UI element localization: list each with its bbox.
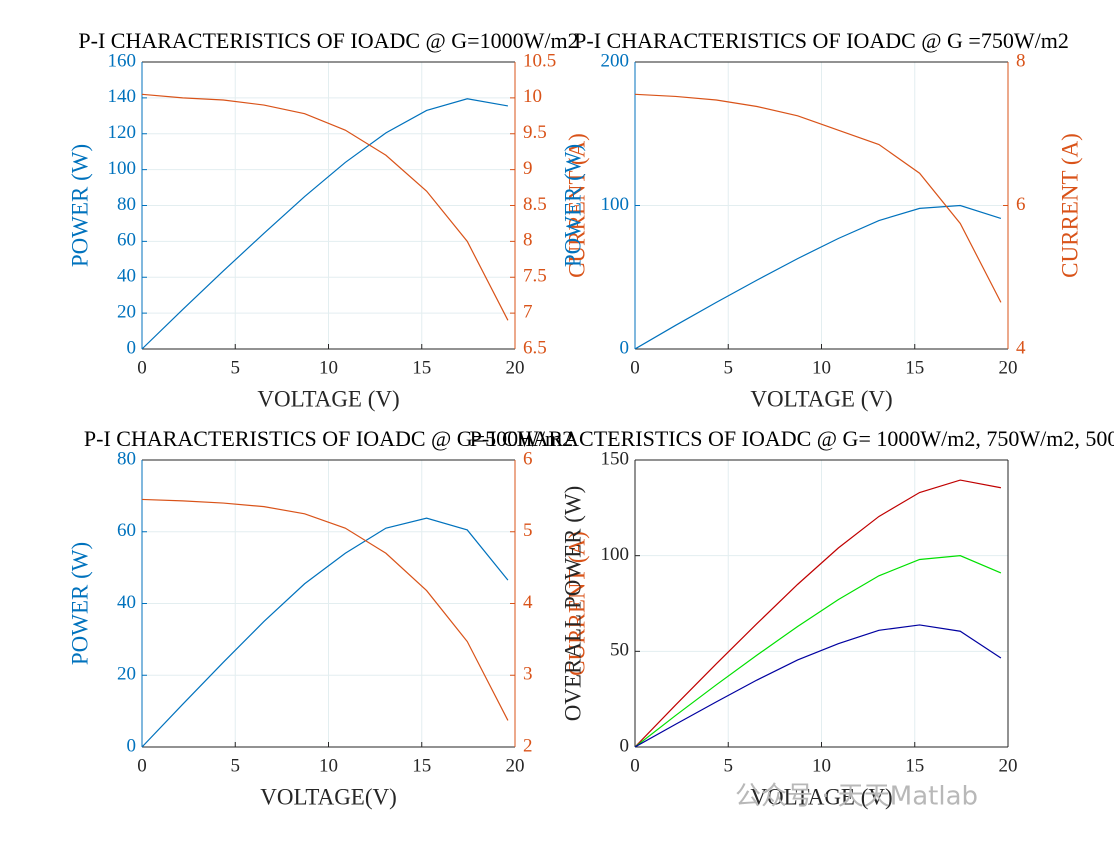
x-tick-label: 10 [812, 357, 831, 378]
series-line [141, 98, 509, 350]
y-axis-label: POWER (W) [560, 144, 585, 267]
series-line [141, 517, 509, 748]
x-tick-label: 10 [812, 755, 831, 776]
x-tick-label: 5 [724, 357, 734, 378]
x-tick-label: 20 [999, 357, 1018, 378]
y-tick-label: 20 [117, 301, 136, 322]
y2-tick-label: 9.5 [523, 122, 547, 143]
y-tick-label: 40 [117, 266, 136, 287]
x-tick-label: 10 [319, 357, 338, 378]
y-tick-label: 20 [117, 664, 136, 685]
y-tick-label: 0 [620, 735, 630, 756]
series-line [141, 93, 509, 321]
y2-tick-label: 6.5 [523, 337, 547, 358]
y-axis-label: OVERALL POWER (W) [560, 486, 585, 722]
chart-title: P-I CHARACTERISTICS OF IOADC @ G =750W/m… [574, 28, 1069, 53]
x-axis-label: VOLTAGE(V) [260, 784, 397, 809]
y2-tick-label: 5 [523, 520, 533, 541]
y-tick-label: 100 [601, 544, 630, 565]
x-tick-label: 15 [905, 755, 924, 776]
watermark: 公众号 · 天天Matlab [735, 782, 978, 812]
x-axis-label: VOLTAGE (V) [750, 784, 892, 809]
series-line [634, 479, 1002, 748]
y-tick-label: 0 [127, 337, 137, 358]
x-tick-label: 0 [137, 755, 147, 776]
y2-tick-label: 10.5 [523, 50, 556, 71]
y2-tick-label: 3 [523, 664, 533, 685]
x-tick-label: 0 [630, 357, 640, 378]
y2-tick-label: 8 [523, 230, 533, 251]
y-tick-label: 0 [620, 337, 630, 358]
x-tick-label: 5 [231, 357, 241, 378]
x-tick-label: 20 [506, 357, 525, 378]
y-tick-label: 60 [117, 520, 136, 541]
y2-tick-label: 7 [523, 301, 533, 322]
x-tick-label: 15 [905, 357, 924, 378]
series-line [634, 555, 1002, 748]
x-axis-label: VOLTAGE (V) [257, 386, 399, 411]
y2-tick-label: 2 [523, 735, 533, 756]
y-tick-label: 200 [601, 50, 630, 71]
y-tick-label: 0 [127, 735, 137, 756]
y-tick-label: 160 [108, 50, 137, 71]
y-tick-label: 80 [117, 194, 136, 215]
y2-tick-label: 6 [523, 448, 533, 469]
x-tick-label: 0 [630, 755, 640, 776]
y2-axis-label: CURRENT (A) [564, 531, 589, 676]
y-tick-label: 80 [117, 448, 136, 469]
y-axis-label: POWER (W) [67, 144, 92, 267]
y2-tick-label: 9 [523, 158, 533, 179]
y-tick-label: 100 [108, 158, 137, 179]
y-tick-label: 100 [601, 194, 630, 215]
chart-title: P-I CHARACTERISTICS OF IOADC @ G=500W/m2 [84, 426, 573, 451]
chart-title: P-I CHARACTERISTICS OF IOADC @ G= 1000W/… [470, 426, 1114, 451]
y2-tick-label: 10 [523, 86, 542, 107]
x-axis-label: VOLTAGE (V) [750, 386, 892, 411]
y2-tick-label: 4 [523, 592, 533, 613]
series-line [141, 498, 509, 721]
x-tick-label: 0 [137, 357, 147, 378]
y-axis-label: POWER (W) [67, 542, 92, 665]
x-tick-label: 5 [231, 755, 241, 776]
y-tick-label: 140 [108, 86, 137, 107]
y-tick-label: 50 [610, 640, 629, 661]
y2-tick-label: 7.5 [523, 266, 547, 287]
y-tick-label: 40 [117, 592, 136, 613]
y2-tick-label: 8 [1016, 50, 1026, 71]
x-tick-label: 20 [506, 755, 525, 776]
series-line [634, 93, 1002, 303]
series-line [634, 624, 1002, 748]
x-tick-label: 10 [319, 755, 338, 776]
y-tick-label: 120 [108, 122, 137, 143]
y2-tick-label: 6 [1016, 194, 1026, 215]
x-tick-label: 20 [999, 755, 1018, 776]
chart-title: P-I CHARACTERISTICS OF IOADC @ G=1000W/m… [78, 28, 578, 53]
y-tick-label: 60 [117, 230, 136, 251]
y2-axis-label: CURRENT (A) [1057, 133, 1082, 278]
y-tick-label: 150 [601, 448, 630, 469]
x-tick-label: 15 [412, 357, 431, 378]
x-tick-label: 15 [412, 755, 431, 776]
y2-tick-label: 8.5 [523, 194, 547, 215]
y2-tick-label: 4 [1016, 337, 1026, 358]
x-tick-label: 5 [724, 755, 734, 776]
y2-axis-label: CURRENT (A) [564, 133, 589, 278]
series-line [634, 204, 1002, 350]
